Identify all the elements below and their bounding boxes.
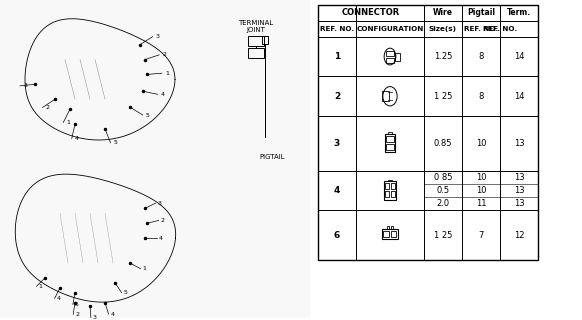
Text: 4: 4 [161,92,165,97]
Bar [384,181,396,200]
Text: 5: 5 [123,290,127,295]
Text: 1 25: 1 25 [434,92,452,101]
Text: 2.0: 2.0 [436,199,449,208]
Bar [385,191,389,197]
Text: 1: 1 [66,120,70,125]
Bar [391,231,396,237]
Text: CONNECTOR: CONNECTOR [342,8,400,17]
Text: 4: 4 [159,236,163,241]
Text: Pigtail: Pigtail [467,8,495,17]
Text: 5: 5 [75,302,79,307]
Text: 6: 6 [334,231,340,240]
Text: 3: 3 [23,83,27,88]
Bar [0,0,310,317]
Text: Size(s): Size(s) [429,26,457,32]
Text: 1 25: 1 25 [434,231,452,240]
Bar [318,5,538,260]
Text: 10: 10 [475,173,486,182]
Bar [387,226,389,229]
Text: 1: 1 [38,284,42,289]
Text: 10: 10 [475,186,486,195]
Bar [388,132,392,134]
Bar [248,36,264,46]
Text: 1.25: 1.25 [434,52,452,61]
Text: 4: 4 [334,186,340,195]
Text: 2: 2 [162,52,166,57]
Text: 13: 13 [514,173,524,182]
Text: REF. NO.: REF. NO. [464,26,498,32]
Text: 5: 5 [146,113,150,117]
Text: 1: 1 [143,266,146,271]
Bar [391,183,395,189]
Bar [382,91,389,101]
Bar [386,136,394,142]
Text: 13: 13 [514,199,524,208]
Bar [382,229,398,239]
Text: 2: 2 [75,312,79,317]
Text: 1: 1 [165,71,169,76]
Text: 11: 11 [475,199,486,208]
Bar [386,144,394,150]
Bar [385,134,395,152]
Text: 4: 4 [111,312,115,316]
Bar [395,52,400,60]
Text: 2: 2 [161,218,165,223]
Text: REF. NO.: REF. NO. [483,26,517,32]
Text: 8: 8 [478,92,484,101]
Text: REF. NO.: REF. NO. [320,26,354,32]
Bar [248,48,264,58]
Text: 4: 4 [74,136,79,141]
Bar [262,36,268,44]
Text: TERMINAL: TERMINAL [239,20,274,26]
Text: 12: 12 [514,231,524,240]
Text: CONFIGURATION: CONFIGURATION [356,26,424,32]
Text: 3: 3 [334,139,340,148]
Text: 0.85: 0.85 [434,139,452,148]
Text: 5: 5 [113,140,118,145]
Text: Term.: Term. [507,8,531,17]
Bar [391,226,393,229]
Text: 1: 1 [334,52,340,61]
Text: 4: 4 [56,296,61,301]
Text: 8: 8 [478,52,484,61]
Text: 3: 3 [93,315,97,320]
Text: 2: 2 [45,105,49,110]
Bar [388,180,392,181]
Text: 2: 2 [334,92,340,101]
Bar [386,51,394,56]
Bar [384,231,389,237]
Text: 3: 3 [158,201,162,205]
Text: 7: 7 [478,231,484,240]
Text: 13: 13 [514,186,524,195]
Text: 14: 14 [514,92,524,101]
Text: 0 85: 0 85 [434,173,452,182]
Text: 3: 3 [155,34,159,39]
Text: 10: 10 [475,139,486,148]
Text: 13: 13 [514,139,524,148]
Text: 14: 14 [514,52,524,61]
Text: Wire: Wire [433,8,453,17]
Bar [391,191,395,197]
Text: JOINT: JOINT [247,27,265,33]
Bar [386,58,394,62]
Bar [385,183,389,189]
Text: PIGTAIL: PIGTAIL [259,154,285,160]
Text: 0.5: 0.5 [436,186,449,195]
